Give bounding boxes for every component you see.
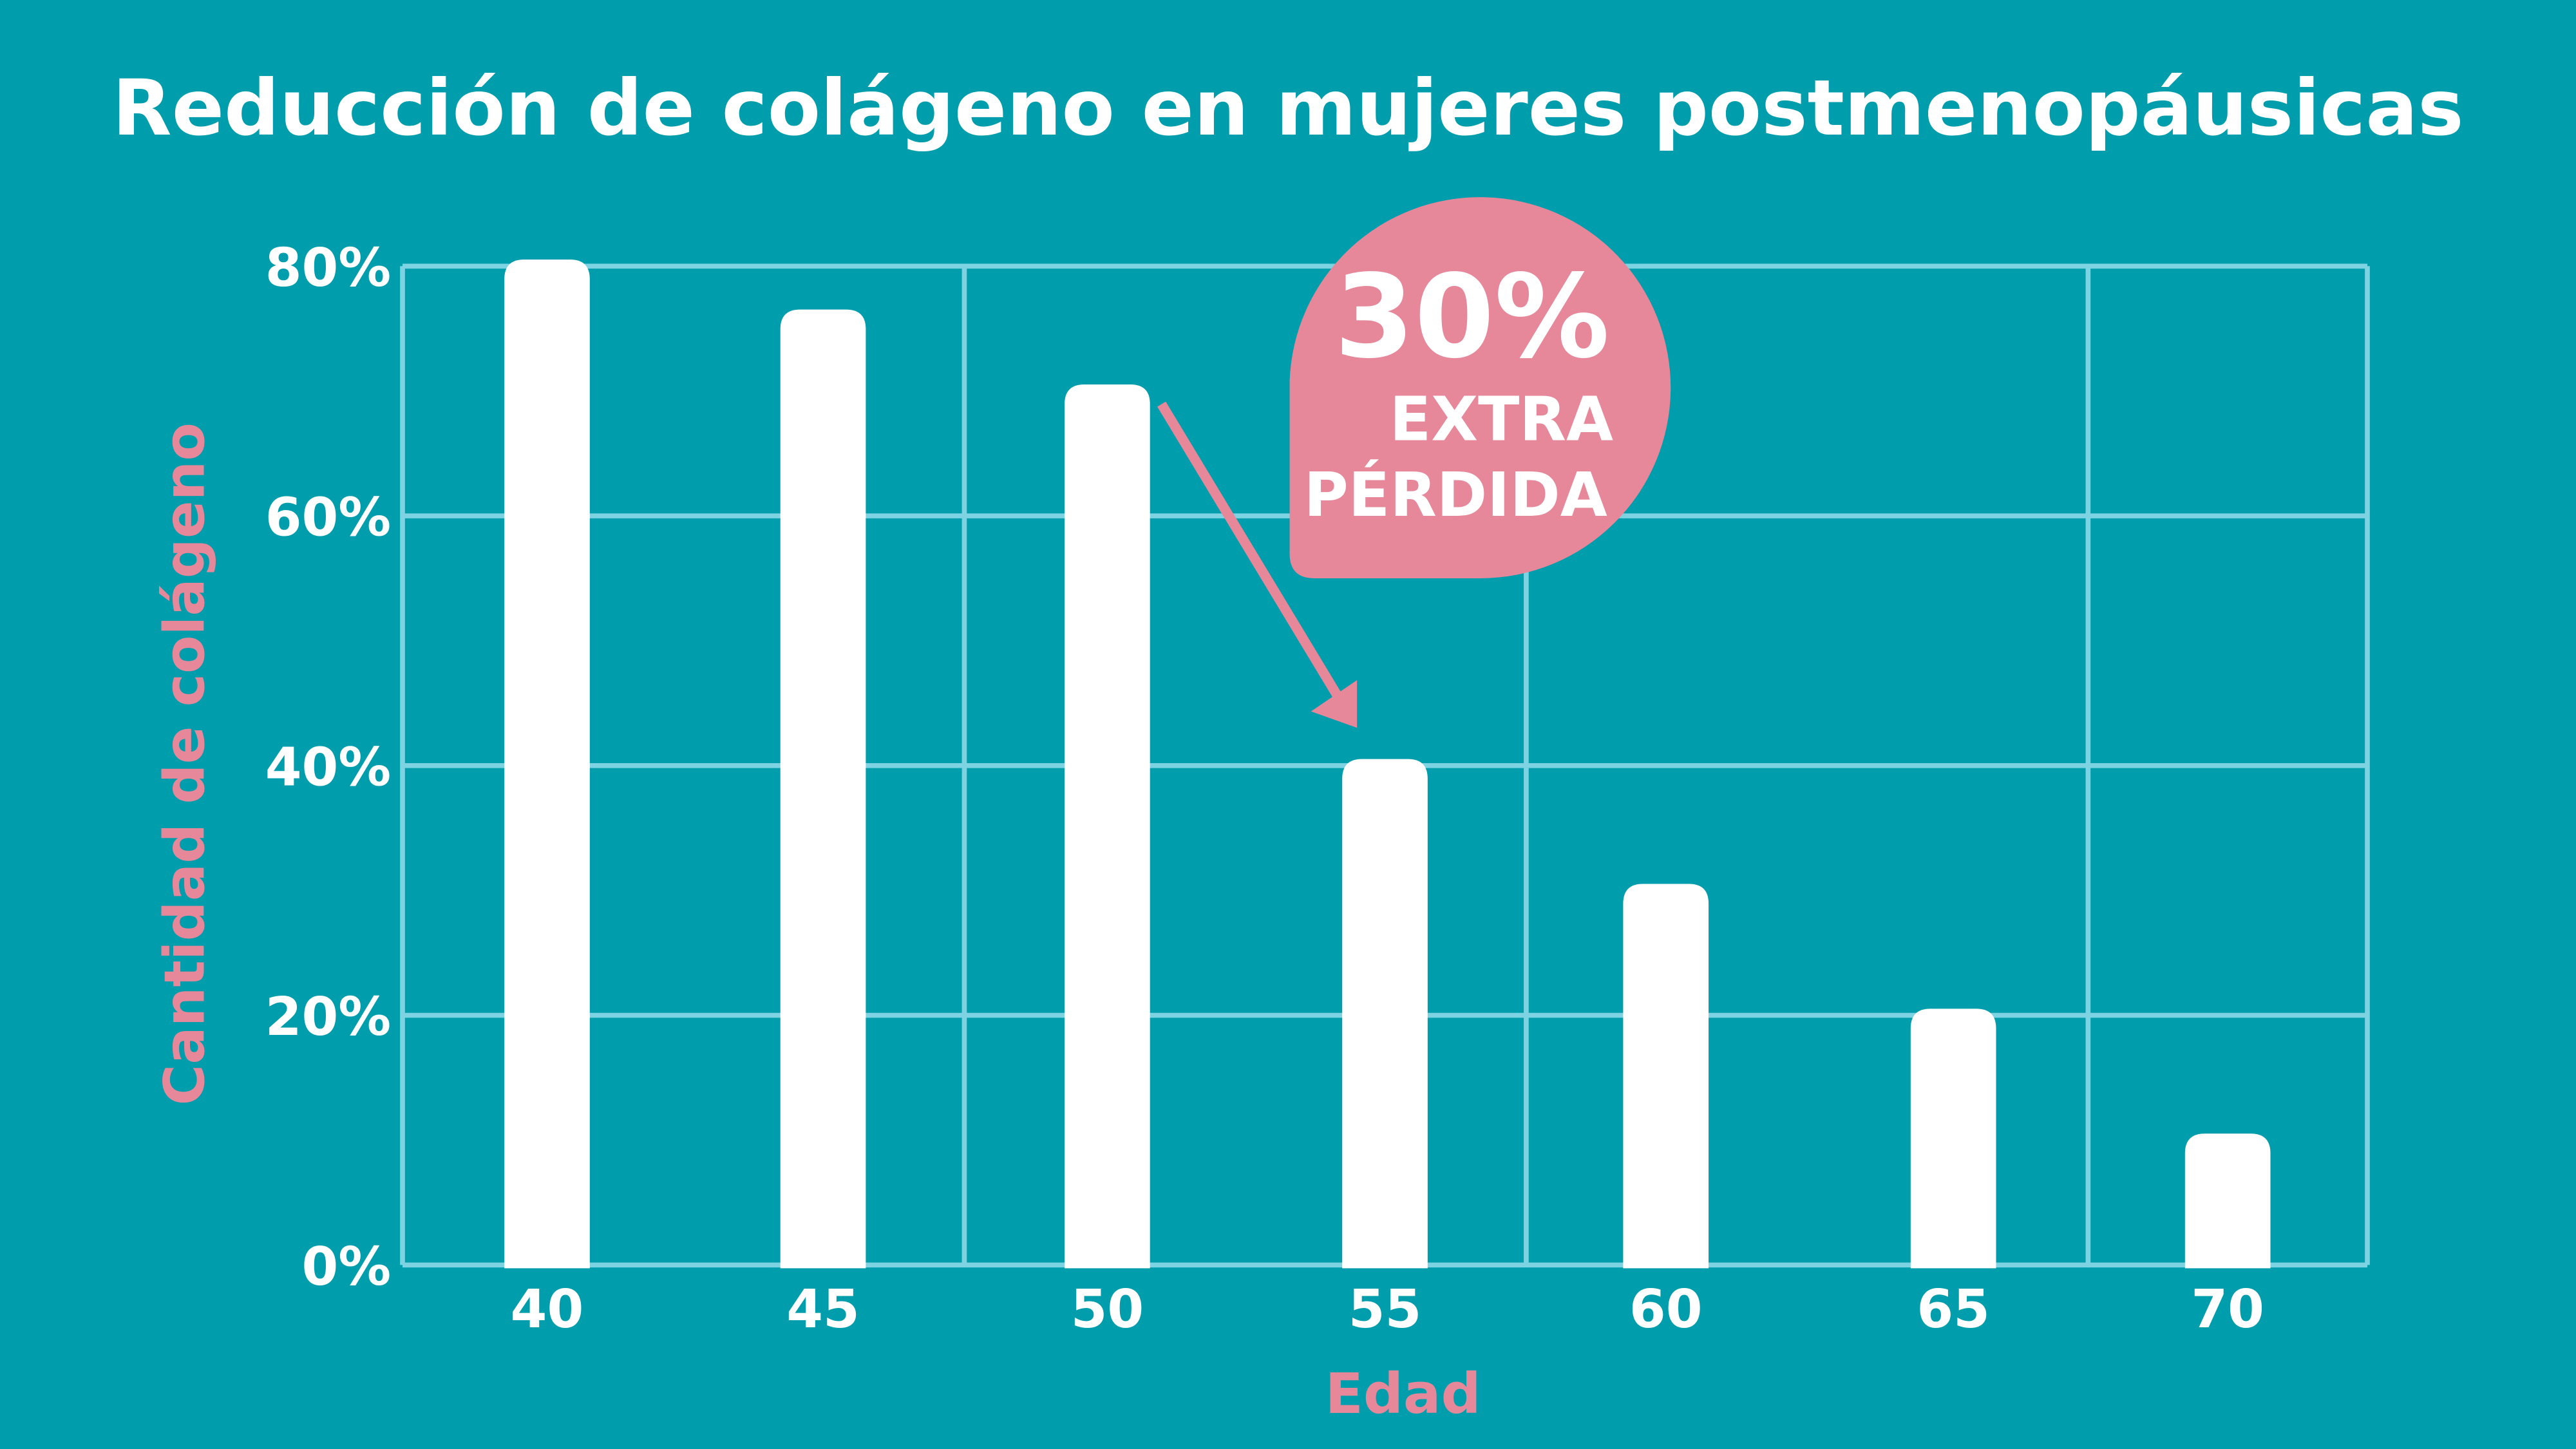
speech-bubble-shape (1289, 197, 1671, 578)
y-tick-label: 20% (265, 987, 391, 1048)
annotation-line2: PÉRDIDA (1304, 459, 1607, 531)
x-tick-label: 60 (1629, 1279, 1703, 1340)
y-axis-label: Cantidad de colágeno (152, 422, 217, 1105)
bar-70 (2184, 1133, 2271, 1269)
x-tick-label: 45 (786, 1279, 860, 1340)
bar-65 (1910, 1009, 1996, 1269)
bar-60 (1623, 884, 1709, 1269)
chart-title: Reducción de colágeno en mujeres postmen… (112, 64, 2463, 153)
arrow-head-icon (1311, 680, 1358, 728)
bar-55 (1342, 759, 1428, 1269)
y-axis-ticks: 0% 20% 40% 60% 80% (265, 238, 391, 1298)
x-tick-label: 50 (1071, 1279, 1144, 1340)
y-tick-label: 40% (265, 737, 391, 798)
x-tick-label: 40 (511, 1279, 584, 1340)
y-tick-label: 80% (265, 238, 391, 299)
annotation-line1: EXTRA (1390, 384, 1613, 455)
bars (504, 260, 2271, 1269)
bar-40 (504, 260, 590, 1269)
annotation-bubble: 30% EXTRA PÉRDIDA (1289, 197, 1671, 578)
x-axis-ticks: 40 45 50 55 60 65 70 (511, 1279, 2264, 1340)
x-tick-label: 70 (2191, 1279, 2264, 1340)
annotation-value: 30% (1334, 251, 1609, 384)
bar-45 (780, 309, 866, 1269)
y-tick-label: 0% (302, 1236, 392, 1298)
x-axis-label: Edad (1325, 1361, 1481, 1426)
x-tick-label: 55 (1349, 1279, 1422, 1340)
bar-50 (1065, 384, 1150, 1269)
arrow-shaft (1157, 401, 1349, 709)
x-tick-label: 65 (1917, 1279, 1990, 1340)
y-tick-label: 60% (265, 488, 391, 549)
annotation-arrow (1157, 401, 1358, 728)
